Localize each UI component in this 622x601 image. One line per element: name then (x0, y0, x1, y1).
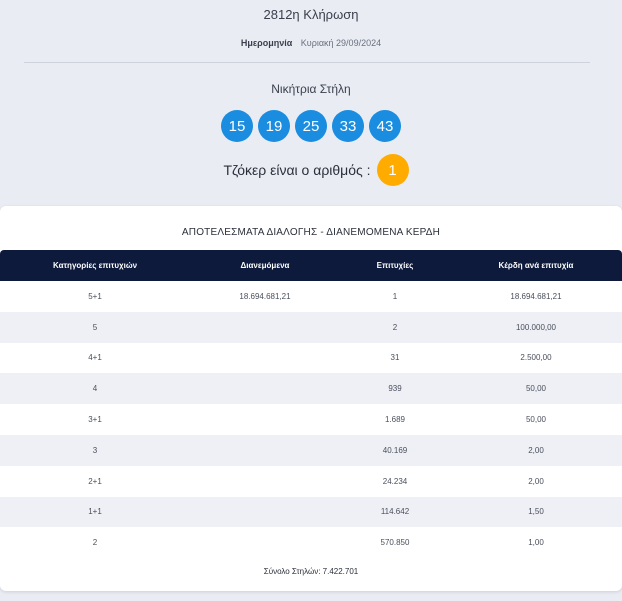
cell-winners: 1.689 (384, 415, 406, 425)
cell-winners: 40.169 (382, 445, 408, 455)
number-ball: 33 (332, 110, 364, 142)
number-ball: 15 (221, 110, 253, 142)
cell-winners: 570.850 (380, 538, 410, 548)
total-columns: Σύνολο Στηλών: 7.422.701 (263, 567, 359, 576)
number-ball: 19 (258, 110, 290, 142)
joker-row: Τζόκερ είναι ο αριθμός : 1 (0, 154, 622, 186)
cell-prize: 100.000,00 (515, 322, 557, 332)
prize-table: Κατηγορίες επιτυχιών Διανεμόμενα Επιτυχί… (0, 250, 622, 558)
draw-header: 2812η Κλήρωση Ημερομηνία Κυριακή 29/09/2… (0, 0, 622, 206)
table-row: 3 40.169 2,00 (0, 434, 622, 466)
cell-winners: 114.642 (380, 507, 410, 517)
divider (24, 62, 590, 63)
cell-prize: 18.694.681,21 (510, 291, 562, 301)
cell-prize: 2,00 (528, 445, 544, 455)
draw-title: 2812η Κλήρωση (263, 7, 359, 22)
cell-winners: 939 (388, 384, 402, 394)
cell-category: 5+1 (88, 291, 102, 301)
winning-column-title: Νικήτρια Στήλη (271, 82, 351, 96)
cell-category: 5 (92, 322, 98, 332)
header-distributed: Διανεμόμενα (240, 261, 290, 270)
cell-category: 4+1 (88, 353, 102, 363)
date-value: Κυριακή 29/09/2024 (300, 38, 382, 48)
number-ball: 25 (295, 110, 327, 142)
table-row: 2+1 24.234 2,00 (0, 466, 622, 497)
cell-prize: 50,00 (525, 415, 547, 425)
cell-category: 1+1 (88, 507, 102, 517)
joker-ball: 1 (376, 154, 409, 186)
table-row: 4+1 31 2.500,00 (0, 343, 622, 374)
cell-winners: 1 (392, 291, 398, 301)
winning-numbers: 15 19 25 33 43 (0, 110, 622, 142)
cell-winners: 24.234 (382, 476, 408, 486)
cell-prize: 50,00 (525, 384, 547, 394)
table-body: 5+1 18.694.681,21 1 18.694.681,21 5 2 100.000,… (0, 281, 622, 558)
cell-category: 2 (92, 538, 98, 548)
table-row: 4 939 50,00 (0, 373, 622, 405)
cell-category: 3 (92, 445, 98, 455)
table-header: Κατηγορίες επιτυχιών Διανεμόμενα Επιτυχί… (0, 250, 622, 281)
cell-prize: 2.500,00 (520, 353, 552, 363)
joker-label: Τζόκερ είναι ο αριθμός : (223, 162, 371, 178)
results-card: ΑΠΟΤΕΛΕΣΜΑΤΑ ΔΙΑΛΟΓΗΣ - ΔΙΑΝΕΜΟΜΕΝΑ ΚΕΡΔ… (0, 206, 622, 591)
cell-winners: 31 (390, 353, 400, 363)
header-winners: Επιτυχίες (376, 261, 414, 270)
cell-winners: 2 (392, 322, 398, 332)
cell-prize: 1,50 (528, 507, 544, 517)
number-ball: 43 (369, 110, 401, 142)
results-title: ΑΠΟΤΕΛΕΣΜΑΤΑ ΔΙΑΛΟΓΗΣ - ΔΙΑΝΕΜΟΜΕΝΑ ΚΕΡΔ… (181, 227, 441, 238)
table-row: 1+1 114.642 1,50 (0, 496, 622, 528)
table-row: 2 570.850 1,00 (0, 527, 622, 558)
date-label: Ημερομηνία (240, 38, 293, 48)
cell-prize: 1,00 (528, 538, 544, 548)
table-row: 5 2 100.000,00 (0, 311, 622, 343)
header-categories: Κατηγορίες επιτυχιών (52, 261, 138, 270)
cell-distributed: 18.694.681,21 (239, 291, 291, 301)
cell-category: 3+1 (88, 415, 102, 425)
table-row: 5+1 18.694.681,21 1 18.694.681,21 (0, 281, 622, 312)
cell-prize: 2,00 (528, 476, 544, 486)
cell-category: 2+1 (88, 476, 102, 486)
table-row: 3+1 1.689 50,00 (0, 404, 622, 435)
draw-date: Ημερομηνία Κυριακή 29/09/2024 (0, 38, 622, 48)
header-prize-per-winner: Κέρδη ανά επιτυχία (498, 261, 574, 270)
cell-category: 4 (92, 384, 98, 394)
